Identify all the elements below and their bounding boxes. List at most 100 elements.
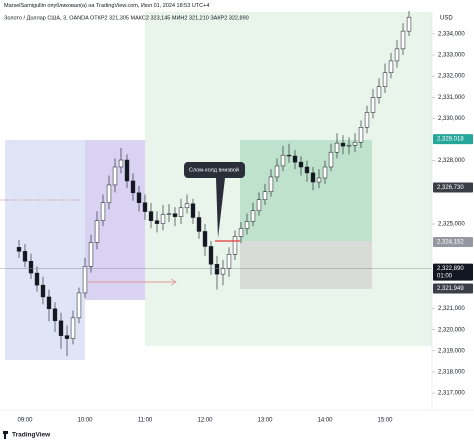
candle-body — [316, 177, 322, 183]
y-tick-label: 2,333,000 — [438, 53, 465, 59]
price-badge-label: 2,322,890 — [437, 266, 464, 272]
arrow-head — [170, 278, 177, 286]
candle-body — [130, 180, 136, 194]
candle-body — [382, 72, 388, 87]
candle-body — [76, 292, 82, 319]
y-tick-label: 2,320,000 — [438, 327, 465, 333]
candle-body — [262, 191, 268, 201]
loss-zone — [240, 241, 372, 289]
y-tick-label: 2,331,000 — [438, 95, 465, 101]
candle-body — [298, 161, 304, 168]
candle-body — [376, 86, 382, 98]
plot — [0, 10, 432, 357]
candle-body — [334, 142, 340, 153]
candle-body — [178, 207, 184, 217]
y-tick-label: 2,330,000 — [438, 116, 465, 122]
candle-body — [184, 203, 190, 209]
candle-body — [232, 236, 238, 255]
x-tick-label: 12:00 — [197, 418, 213, 424]
candle-body — [196, 217, 202, 232]
candle-body — [166, 213, 172, 215]
currency: USD — [440, 16, 453, 22]
logo: TradingView — [12, 432, 51, 439]
y-tick-label: 2,318,000 — [438, 370, 465, 376]
candle-body — [106, 184, 112, 203]
x-tick-label: 13:00 — [257, 418, 273, 424]
candle-body — [268, 176, 274, 192]
time-axis — [0, 410, 474, 443]
countdown: 01:00 — [437, 274, 453, 280]
candle-body — [250, 210, 256, 222]
price-badge — [433, 263, 473, 281]
y-tick-label: 2,334,000 — [438, 31, 465, 37]
candle-body — [340, 142, 346, 147]
candle-body — [256, 199, 262, 211]
candle-body — [52, 308, 58, 322]
price-badge-label: 2,324,152 — [437, 240, 464, 246]
candle-body — [28, 260, 34, 274]
header-bg — [0, 0, 474, 11]
candle-body — [88, 242, 94, 267]
candle-body — [64, 335, 70, 339]
y-tick-label: 2,321,000 — [438, 306, 465, 312]
x-tick-label: 11:00 — [138, 418, 153, 424]
candle-body — [238, 228, 244, 237]
candle-body — [94, 220, 100, 243]
symbol-line: Золото / Доллар США, 3, OANDA ОТКР2 321,… — [4, 15, 249, 21]
candle-body — [70, 317, 76, 339]
candle-body — [220, 267, 226, 275]
candle-body — [100, 202, 106, 221]
candle-body — [226, 254, 232, 269]
price-badge — [433, 182, 473, 193]
candle-body — [208, 246, 214, 265]
callout-text: Слом-холд внизвой — [189, 166, 239, 173]
y-tick-label: 2,319,000 — [438, 348, 465, 354]
price-badge — [433, 236, 473, 247]
candle-body — [118, 159, 124, 168]
candle-body — [82, 266, 88, 294]
candle-body — [22, 251, 28, 262]
y-tick-label: 2,328,000 — [438, 158, 465, 164]
candle-body — [346, 144, 352, 147]
candle-body — [292, 155, 298, 163]
candle-body — [148, 211, 154, 221]
candle-body — [136, 192, 142, 203]
candle-body — [358, 127, 364, 143]
candle-body — [160, 214, 166, 224]
candle-body — [274, 165, 280, 178]
x-tick-label: 10:00 — [77, 418, 93, 424]
price-badge — [433, 134, 473, 145]
candle-body — [142, 202, 148, 212]
candle-body — [112, 166, 118, 186]
candle-body — [394, 48, 400, 62]
callout — [184, 162, 245, 238]
candle-body — [400, 30, 406, 50]
candle-body — [280, 154, 286, 167]
candle-body — [244, 221, 250, 229]
y-tick-label: 2,317,000 — [438, 391, 465, 397]
candle-body — [40, 284, 46, 298]
axes: 2,334,000 2,333,000 2,332,000 2,331,000 2,33… — [17, 31, 473, 424]
logo-icon — [3, 431, 8, 439]
price-badge-label: 2,326,730 — [437, 185, 464, 191]
candle-body — [406, 16, 412, 32]
header: MarselSamigullin опубликовал(а) на Tradi… — [4, 3, 209, 9]
candle-body — [352, 142, 358, 146]
price-badge — [433, 283, 473, 294]
x-tick-label: 15:00 — [377, 418, 393, 424]
candle-body — [154, 220, 160, 224]
candle-body — [364, 112, 370, 128]
candle-body — [370, 97, 376, 113]
candle-body — [328, 151, 334, 168]
profit-zone — [240, 140, 372, 241]
candle-body — [34, 272, 40, 286]
candle-body — [190, 203, 196, 218]
candle-body — [322, 166, 328, 179]
candle-body — [214, 263, 220, 275]
candle-body — [172, 213, 178, 217]
candle-body — [388, 60, 394, 74]
x-tick-label: 09:00 — [17, 418, 33, 424]
candle-body — [202, 231, 208, 247]
price-badge-label: 2,329,018 — [437, 137, 464, 143]
